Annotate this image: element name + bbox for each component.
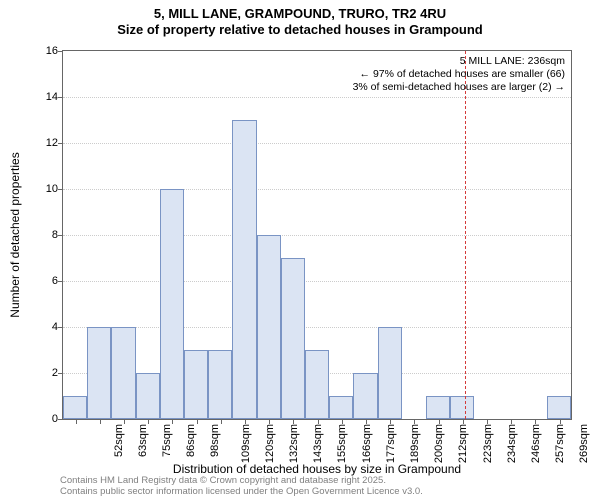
y-tick-label: 4 <box>28 321 58 333</box>
x-tick-mark <box>439 420 440 424</box>
x-tick-mark <box>269 420 270 424</box>
histogram-bar <box>208 350 232 419</box>
histogram-bar <box>547 396 571 419</box>
title-line-1: 5, MILL LANE, GRAMPOUND, TRURO, TR2 4RU <box>0 6 600 22</box>
annotation-line-2: ← 97% of detached houses are smaller (66… <box>353 68 565 81</box>
y-tick-label: 12 <box>28 137 58 149</box>
x-tick-label: 155sqm <box>337 424 349 463</box>
x-tick-label: 132sqm <box>288 424 300 463</box>
y-tick-mark <box>58 327 62 328</box>
x-tick-mark <box>560 420 561 424</box>
x-tick-label: 52sqm <box>113 424 125 457</box>
x-tick-label: 120sqm <box>264 424 276 463</box>
histogram-bar <box>63 396 87 419</box>
footer-attribution: Contains HM Land Registry data © Crown c… <box>60 476 423 498</box>
x-tick-label: 234sqm <box>506 424 518 463</box>
x-tick-mark <box>487 420 488 424</box>
x-tick-label: 75sqm <box>161 424 173 457</box>
footer-line-2: Contains public sector information licen… <box>60 487 423 498</box>
histogram-bar <box>160 189 184 419</box>
histogram-bar <box>281 258 305 419</box>
x-tick-mark <box>511 420 512 424</box>
x-tick-label: 223sqm <box>482 424 494 463</box>
x-tick-mark <box>148 420 149 424</box>
histogram-bar <box>378 327 402 419</box>
x-tick-label: 269sqm <box>579 424 591 463</box>
title-line-2: Size of property relative to detached ho… <box>0 22 600 38</box>
gridline <box>63 189 571 190</box>
x-axis-label: Distribution of detached houses by size … <box>62 462 572 476</box>
x-tick-label: 189sqm <box>409 424 421 463</box>
histogram-bar <box>305 350 329 419</box>
x-tick-label: 200sqm <box>433 424 445 463</box>
x-tick-label: 143sqm <box>312 424 324 463</box>
plot-area: 5 MILL LANE: 236sqm ← 97% of detached ho… <box>62 50 572 420</box>
x-tick-mark <box>366 420 367 424</box>
figure: 5, MILL LANE, GRAMPOUND, TRURO, TR2 4RU … <box>0 0 600 500</box>
x-tick-mark <box>318 420 319 424</box>
x-tick-mark <box>100 420 101 424</box>
y-tick-mark <box>58 373 62 374</box>
y-tick-mark <box>58 235 62 236</box>
x-tick-label: 86sqm <box>185 424 197 457</box>
gridline <box>63 327 571 328</box>
gridline <box>63 143 571 144</box>
x-tick-mark <box>221 420 222 424</box>
x-tick-mark <box>293 420 294 424</box>
x-tick-mark <box>535 420 536 424</box>
x-tick-mark <box>124 420 125 424</box>
y-tick-mark <box>58 143 62 144</box>
y-tick-label: 2 <box>28 367 58 379</box>
x-tick-mark <box>245 420 246 424</box>
histogram-bar <box>329 396 353 419</box>
annotation-line-3: 3% of semi-detached houses are larger (2… <box>353 81 565 94</box>
histogram-bar <box>353 373 377 419</box>
y-tick-label: 10 <box>28 183 58 195</box>
histogram-bar <box>426 396 450 419</box>
x-tick-mark <box>342 420 343 424</box>
x-tick-label: 109sqm <box>240 424 252 463</box>
histogram-bar <box>450 396 474 419</box>
y-tick-mark <box>58 189 62 190</box>
x-tick-label: 63sqm <box>137 424 149 457</box>
histogram-bar <box>257 235 281 419</box>
y-tick-label: 0 <box>28 413 58 425</box>
y-tick-label: 6 <box>28 275 58 287</box>
y-tick-label: 16 <box>28 45 58 57</box>
x-tick-mark <box>463 420 464 424</box>
y-tick-mark <box>58 419 62 420</box>
chart-title: 5, MILL LANE, GRAMPOUND, TRURO, TR2 4RU … <box>0 6 600 39</box>
y-tick-mark <box>58 51 62 52</box>
histogram-bar <box>87 327 111 419</box>
x-tick-label: 212sqm <box>458 424 470 463</box>
x-tick-label: 166sqm <box>361 424 373 463</box>
x-tick-label: 246sqm <box>530 424 542 463</box>
y-axis-label: Number of detached properties <box>8 152 22 317</box>
x-tick-label: 257sqm <box>554 424 566 463</box>
reference-line <box>465 51 466 419</box>
y-tick-mark <box>58 97 62 98</box>
histogram-bar <box>232 120 256 419</box>
x-tick-mark <box>76 420 77 424</box>
x-tick-mark <box>172 420 173 424</box>
y-tick-mark <box>58 281 62 282</box>
annotation-line-1: 5 MILL LANE: 236sqm <box>353 55 565 68</box>
gridline <box>63 235 571 236</box>
x-tick-mark <box>197 420 198 424</box>
histogram-bar <box>136 373 160 419</box>
x-tick-label: 177sqm <box>385 424 397 463</box>
reference-annotation: 5 MILL LANE: 236sqm ← 97% of detached ho… <box>353 55 565 94</box>
x-tick-mark <box>414 420 415 424</box>
x-tick-label: 98sqm <box>210 424 222 457</box>
histogram-bar <box>184 350 208 419</box>
y-tick-label: 8 <box>28 229 58 241</box>
gridline <box>63 281 571 282</box>
histogram-bar <box>111 327 135 419</box>
x-tick-mark <box>390 420 391 424</box>
y-tick-label: 14 <box>28 91 58 103</box>
gridline <box>63 97 571 98</box>
